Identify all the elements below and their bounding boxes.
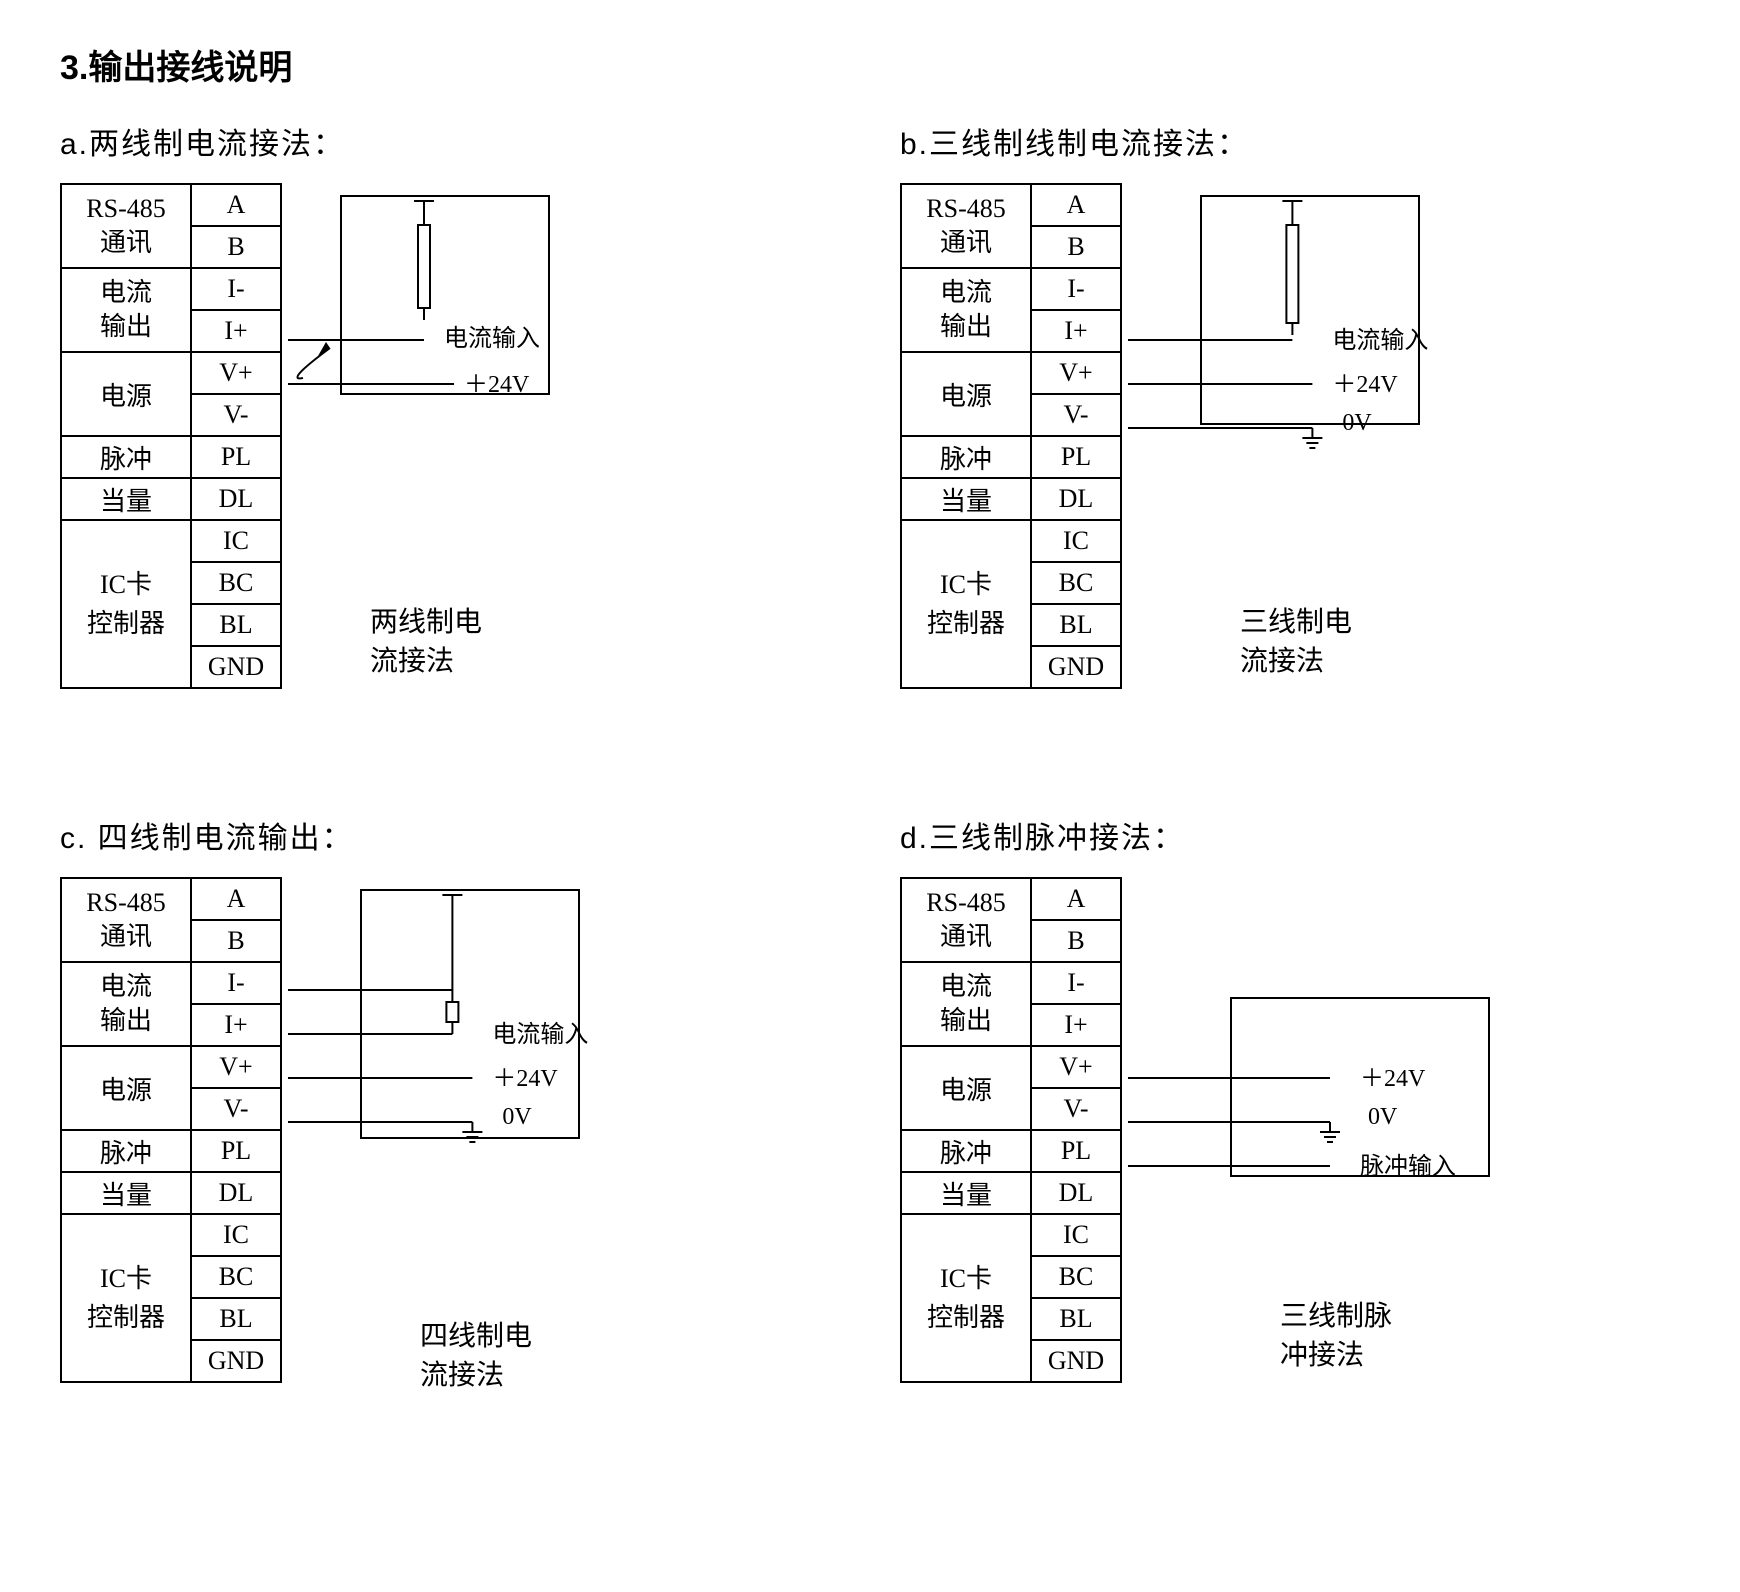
caption-c: 四线制电 流接法	[420, 1317, 532, 1395]
diagram-a-subtitle: a.两线制电流接法：	[60, 119, 840, 163]
terminal-table-c: RS-485通讯AB电流输出I-I+电源V+V-脉冲PL当量DLIC卡控制器IC…	[60, 877, 282, 1383]
external-box-d	[1230, 997, 1490, 1177]
diagram-d: d.三线制脉冲接法： RS-485通讯AB电流输出I-I+电源V+V-脉冲PL当…	[900, 813, 1680, 1427]
caption-d: 三线制脉 冲接法	[1280, 1297, 1392, 1375]
external-box-c	[360, 889, 580, 1139]
diagram-b: b.三线制线制电流接法： RS-485通讯AB电流输出I-I+电源V+V-脉冲P…	[900, 119, 1680, 733]
diagram-d-subtitle: d.三线制脉冲接法：	[900, 813, 1680, 857]
external-box-b	[1200, 195, 1420, 425]
caption-b: 三线制电 流接法	[1240, 603, 1352, 681]
caption-a: 两线制电 流接法	[370, 603, 482, 681]
diagram-c-subtitle: c. 四线制电流输出：	[60, 813, 840, 857]
external-box-a	[340, 195, 550, 395]
main-title: 3.输出接线说明	[60, 40, 1680, 89]
terminal-table-a: RS-485通讯AB电流输出I-I+电源V+V-脉冲PL当量DLIC卡控制器IC…	[60, 183, 282, 689]
terminal-table-b: RS-485通讯AB电流输出I-I+电源V+V-脉冲PL当量DLIC卡控制器IC…	[900, 183, 1122, 689]
diagram-c: c. 四线制电流输出： RS-485通讯AB电流输出I-I+电源V+V-脉冲PL…	[60, 813, 840, 1427]
diagram-a: a.两线制电流接法： RS-485通讯AB电流输出I-I+电源V+V-脉冲PL当…	[60, 119, 840, 733]
diagram-b-subtitle: b.三线制线制电流接法：	[900, 119, 1680, 163]
terminal-table-d: RS-485通讯AB电流输出I-I+电源V+V-脉冲PL当量DLIC卡控制器IC…	[900, 877, 1122, 1383]
diagram-grid: a.两线制电流接法： RS-485通讯AB电流输出I-I+电源V+V-脉冲PL当…	[60, 119, 1680, 1427]
